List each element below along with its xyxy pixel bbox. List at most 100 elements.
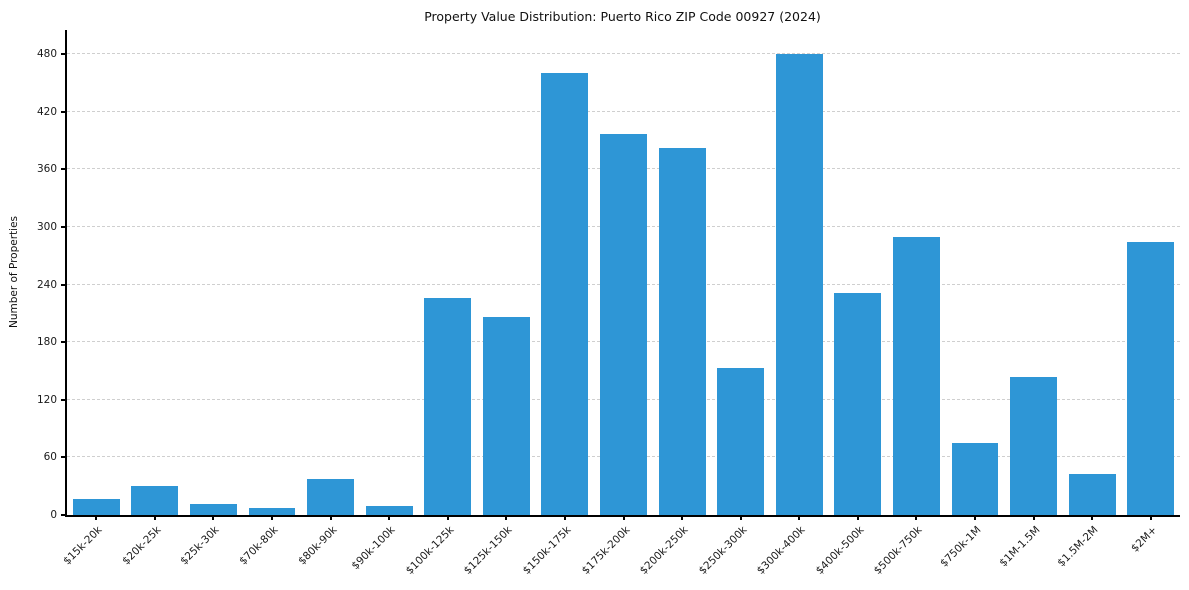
bar	[131, 486, 179, 515]
bar-slot	[418, 30, 477, 515]
y-tick-mark	[61, 283, 67, 286]
x-tick-label: $25k-30k	[178, 524, 222, 568]
y-tick-label: 480	[36, 48, 57, 61]
bar-slot	[301, 30, 360, 515]
bar	[600, 133, 647, 515]
x-tick-label: $20k-25k	[119, 524, 164, 568]
bar	[482, 317, 530, 515]
bar-slot	[829, 30, 888, 515]
bar-slot	[477, 30, 536, 515]
bar	[717, 368, 765, 515]
x-tick-mark	[739, 515, 742, 520]
x-tick-label: $750k-1M	[937, 524, 984, 570]
y-tick-label: 360	[36, 163, 57, 176]
x-tick-label: $175k-200k	[579, 524, 632, 577]
y-tick-mark	[61, 53, 67, 56]
y-tick-mark	[61, 168, 67, 171]
chart-title: Property Value Distribution: Puerto Rico…	[424, 9, 821, 24]
y-tick-mark	[61, 514, 67, 516]
x-tick-label: $400k-500k	[813, 524, 867, 577]
y-tick-label: 120	[36, 393, 57, 406]
y-axis-ticks: 0 60 120 180 240 300 360 420 480	[37, 30, 1180, 521]
y-tick-label: 0	[50, 509, 57, 521]
x-tick-mark	[329, 515, 332, 520]
x-tick-mark	[622, 515, 625, 520]
x-tick-mark	[446, 515, 449, 520]
bar	[951, 442, 999, 515]
bar-slot	[770, 30, 829, 515]
bar-slot	[360, 30, 419, 515]
x-tick-mark	[388, 515, 391, 520]
y-tick-mark	[61, 110, 67, 113]
x-tick-mark	[856, 515, 859, 520]
y-tick-mark	[61, 398, 67, 401]
bar	[658, 148, 706, 515]
bar	[541, 73, 589, 515]
bar	[1068, 473, 1116, 515]
x-tick-label: $500k-750k	[872, 524, 925, 577]
x-tick-mark	[798, 515, 801, 520]
x-tick-mark	[563, 515, 566, 520]
x-tick-mark	[915, 515, 918, 520]
x-tick-label: $125k-150k	[461, 524, 515, 577]
y-tick-mark	[61, 341, 67, 344]
bar-slot	[184, 30, 243, 515]
bar	[424, 297, 472, 515]
bar-slot	[243, 30, 302, 515]
x-tick-label: $250k-300k	[696, 524, 750, 577]
x-tick-mark	[973, 515, 976, 520]
x-tick-mark	[1091, 515, 1094, 520]
x-tick-label: $80k-90k	[295, 524, 340, 568]
x-tick-label: $90k-100k	[349, 524, 398, 573]
bar-slot	[126, 30, 185, 515]
x-tick-mark	[1149, 515, 1152, 520]
y-tick-label: 60	[43, 451, 57, 464]
x-tick-mark	[153, 515, 156, 520]
bar-slot	[1004, 30, 1063, 515]
bar-slot	[1063, 30, 1122, 515]
y-tick-label: 180	[36, 336, 57, 349]
x-tick-label: $200k-250k	[637, 524, 691, 577]
x-tick-mark	[1032, 515, 1035, 520]
bar	[190, 504, 237, 515]
x-tick-label: $1.5M-2M	[1055, 524, 1101, 570]
bar-slot	[67, 30, 126, 515]
bar	[365, 506, 413, 515]
bars-layer	[67, 30, 1180, 515]
x-axis-labels: $15k-20k $20k-25k $25k-30k $70k-80k $80k-90k…	[61, 30, 1180, 577]
x-tick-mark	[505, 515, 508, 520]
x-tick-mark	[95, 515, 98, 520]
bar	[1010, 376, 1057, 515]
x-tick-mark	[212, 515, 215, 520]
gridline	[67, 53, 1180, 55]
x-tick-label: $2M+	[1128, 524, 1160, 555]
y-axis-title: Number of Properties	[8, 215, 20, 329]
y-tick-mark	[61, 225, 67, 228]
x-tick-label: $300k-400k	[754, 524, 808, 577]
x-tick-label: $150k-175k	[520, 524, 574, 577]
bar-slot	[653, 30, 712, 515]
bar-slot	[887, 30, 946, 515]
x-tick-label: $1M-1.5M	[996, 524, 1043, 570]
x-tick-mark	[271, 515, 274, 520]
bar	[72, 498, 120, 515]
y-tick-label: 300	[36, 220, 57, 233]
y-tick-label: 420	[36, 105, 57, 118]
bar	[775, 54, 823, 515]
x-tick-label: $70k-80k	[237, 524, 281, 568]
bar	[834, 293, 882, 515]
y-tick-mark	[61, 456, 67, 459]
x-tick-label: $100k-125k	[403, 524, 457, 577]
bar-slot	[946, 30, 1005, 515]
bar	[307, 479, 355, 515]
bar-slot	[1121, 30, 1180, 515]
gridline	[67, 110, 1180, 112]
bar-slot	[536, 30, 595, 515]
bar-slot	[711, 30, 770, 515]
x-tick-mark	[681, 515, 684, 520]
bar	[1127, 242, 1175, 515]
plot-area: 0 60 120 180 240 300 360 420 480 $15k-20k $20k-25…	[37, 30, 1180, 577]
bar-slot	[594, 30, 653, 515]
y-tick-label: 240	[36, 278, 57, 291]
